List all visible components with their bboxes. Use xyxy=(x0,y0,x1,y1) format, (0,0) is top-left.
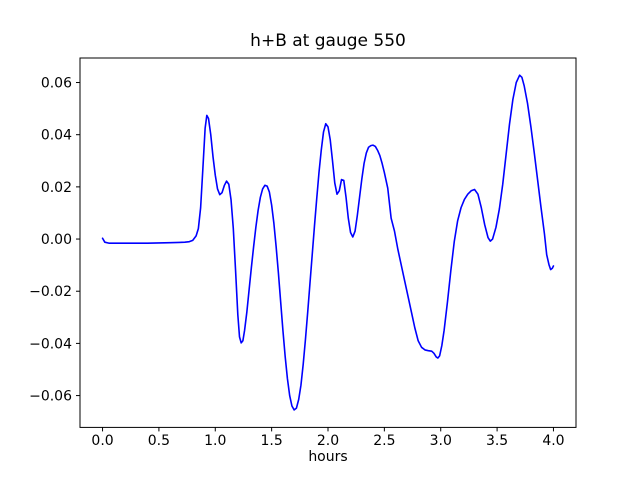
y-tick-label: 0.02 xyxy=(41,180,72,196)
x-tick-label: 1.0 xyxy=(204,433,226,449)
y-tick-label: −0.02 xyxy=(29,284,72,300)
y-tick-label: 0.06 xyxy=(41,76,72,92)
chart-title: h+B at gauge 550 xyxy=(250,31,406,51)
y-tick-label: 0.00 xyxy=(41,232,72,248)
x-tick-label: 4.0 xyxy=(542,433,564,449)
y-tick-label: −0.04 xyxy=(29,336,72,352)
x-tick-label: 2.0 xyxy=(317,433,339,449)
x-axis-label: hours xyxy=(308,449,348,465)
x-tick-label: 2.5 xyxy=(373,433,395,449)
data-line xyxy=(101,74,555,411)
x-tick-label: 3.0 xyxy=(430,433,452,449)
x-tick-label: 0.5 xyxy=(148,433,170,449)
x-tick-label: 1.5 xyxy=(261,433,283,449)
y-tick-label: 0.04 xyxy=(41,128,72,144)
x-tick-label: 0.0 xyxy=(91,433,113,449)
y-tick-label: −0.06 xyxy=(29,389,72,405)
x-tick-label: 3.5 xyxy=(486,433,508,449)
